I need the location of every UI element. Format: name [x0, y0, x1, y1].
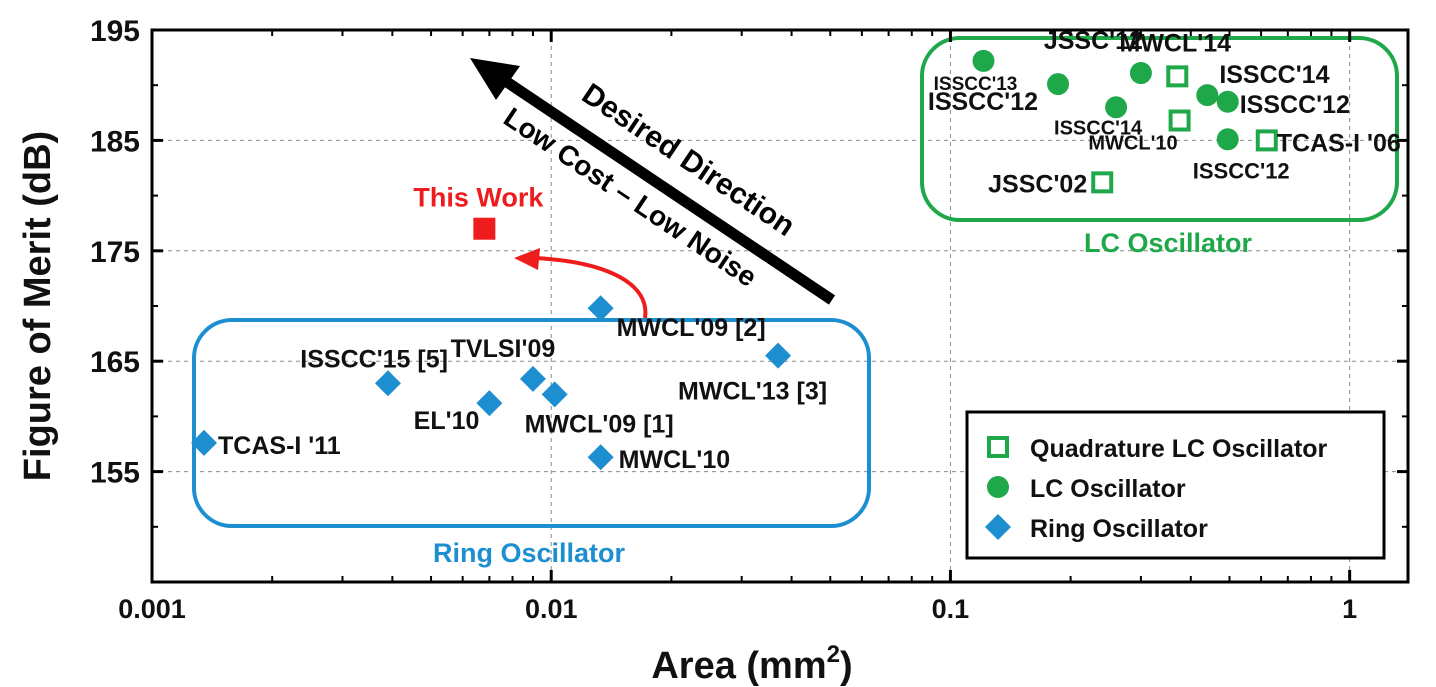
y-tick-label: 175 [90, 236, 140, 269]
ring-osc-point [191, 429, 218, 456]
legend: Quadrature LC Oscillator LC Oscillator Rin… [965, 410, 1386, 560]
point-label: MWCL'10 [619, 446, 731, 474]
y-tick-label: 165 [90, 346, 140, 379]
lc-osc-point [1216, 90, 1239, 113]
y-tick-label: 155 [90, 457, 140, 490]
legend-box [965, 410, 1386, 560]
point-label: MWCL'09 [1] [525, 410, 674, 438]
legend-label: LC Oscillator [1030, 475, 1186, 503]
quad-lc-osc-point [1166, 65, 1189, 88]
point-label: TVLSI'09 [451, 335, 556, 363]
point-label: ISSCC'13 [934, 74, 1018, 95]
x-tick-label: 0.001 [118, 594, 186, 624]
lc-osc-point [1129, 62, 1152, 85]
point-label: MWCL'10 [1088, 133, 1177, 155]
desired-direction-arrow-head [470, 58, 520, 100]
point-label: TCAS-I '11 [218, 432, 341, 460]
ring-group-label: Ring Oscillator [433, 538, 626, 568]
quad-lc-osc-point [1255, 129, 1278, 152]
point-label: JSSC'02 [988, 170, 1087, 198]
point-labels: TCAS-I '11 ISSCC'15 [5] EL'10 TVLSI'09 MWCL'… [218, 27, 1401, 474]
axis-ticks: 155 165 175 185 195 0.001 0.01 0.1 1 [90, 15, 1408, 624]
legend-marker [987, 476, 1009, 498]
y-axis-title: Figure of Merit (dB) [17, 131, 59, 481]
point-label: MWCL'13 [3] [678, 378, 827, 406]
ring-osc-point [541, 381, 568, 408]
ring-osc-point [476, 390, 503, 417]
point-label: ISSCC'12 [1193, 158, 1290, 183]
lc-osc-point [1196, 84, 1219, 107]
ring-osc-point [519, 365, 546, 392]
point-label: ISSCC'14 [1054, 117, 1143, 139]
ring-group-box [192, 318, 871, 528]
lc-group-label: LC Oscillator [1084, 228, 1253, 258]
point-label: EL'10 [414, 407, 480, 435]
y-tick-label: 195 [90, 15, 140, 48]
legend-label: Quadrature LC Oscillator [1030, 435, 1328, 463]
lc-osc-point [1047, 73, 1070, 96]
point-label: JSSC'12 [1044, 27, 1143, 55]
x-tick-label: 1 [1342, 594, 1357, 624]
ring-osc-point [765, 342, 792, 369]
ring-osc-point [587, 444, 614, 471]
point-label: ISSCC'12 [928, 88, 1038, 116]
lc-group-box [920, 36, 1399, 222]
legend-marker [987, 436, 1009, 458]
ring-osc-point [374, 370, 401, 397]
point-label: ISSCC'12 [1240, 91, 1350, 119]
x-tick-label: 0.1 [932, 594, 970, 624]
point-label: MWCL'09 [2] [617, 314, 766, 342]
lc-osc-point [1216, 128, 1239, 151]
point-label: MWCL'14 [1120, 29, 1232, 57]
data-points [191, 49, 1278, 471]
group-boxes: LC Oscillator Ring Oscillator [192, 36, 1399, 568]
y-tick-label: 185 [90, 125, 140, 158]
this-work-point [473, 217, 496, 240]
point-label: ISSCC'15 [5] [300, 345, 448, 373]
legend-label: Ring Oscillator [1030, 515, 1208, 543]
x-tick-label: 0.01 [525, 594, 578, 624]
point-label: ISSCC'14 [1219, 61, 1329, 89]
improvement-arrow-head [514, 248, 540, 270]
x-axis-title: Area (mm2) [651, 641, 852, 687]
ring-osc-point [587, 295, 614, 322]
desired-direction-arrow-shaft [491, 69, 836, 305]
lc-osc-point [1105, 96, 1128, 119]
quad-lc-osc-point [1168, 109, 1191, 132]
improvement-arrow [534, 256, 648, 319]
this-work-label: This Work [413, 183, 544, 213]
legend-marker [985, 514, 1011, 540]
lc-osc-point [972, 49, 995, 72]
quad-lc-osc-point [1091, 171, 1114, 194]
point-label: TCAS-I '06 [1277, 129, 1401, 157]
